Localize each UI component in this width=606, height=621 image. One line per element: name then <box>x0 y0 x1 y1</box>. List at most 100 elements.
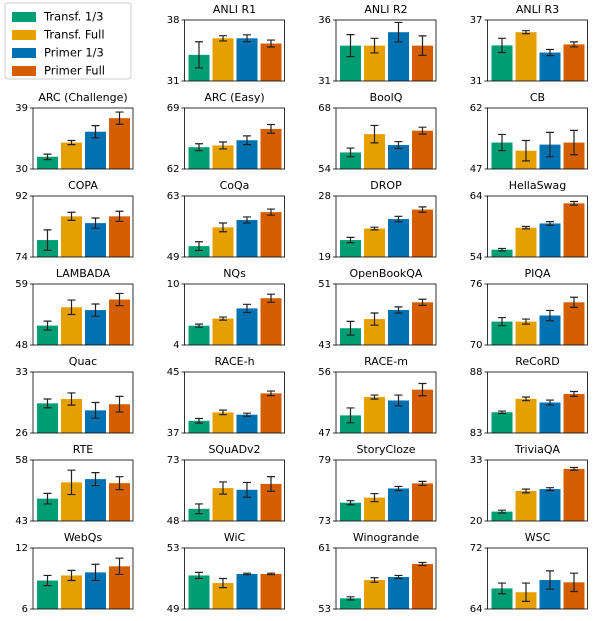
bar <box>236 308 258 345</box>
error-bar <box>195 143 203 152</box>
chart-title: SQuADv2 <box>208 443 260 456</box>
y-tick-label: 30 <box>15 164 28 175</box>
y-tick-label: 36 <box>318 15 331 26</box>
bar <box>85 310 106 345</box>
error-bar <box>346 236 355 244</box>
error-bar <box>219 316 227 321</box>
y-tick-label: 53 <box>167 543 180 554</box>
error-bar <box>498 133 506 152</box>
error-bar <box>267 123 275 134</box>
y-tick-label: 33 <box>15 367 28 378</box>
chart-title: ANLI R1 <box>213 3 256 16</box>
bar <box>340 240 361 257</box>
axes-frame <box>184 195 285 258</box>
bar <box>563 582 585 609</box>
error-bar <box>115 557 124 576</box>
error-bar <box>91 125 100 139</box>
bar <box>212 145 234 169</box>
error-bar <box>498 509 506 514</box>
bar <box>491 142 513 169</box>
y-tick-label: 28 <box>318 191 331 202</box>
bar <box>85 223 106 257</box>
y-tick-label: 53 <box>318 604 331 615</box>
y-tick-label: 48 <box>167 516 180 527</box>
legend-label: Transf. 1/3 <box>43 10 103 24</box>
error-bar <box>243 412 251 417</box>
y-tick-label: 12 <box>15 543 28 554</box>
error-bar <box>267 293 275 303</box>
bar <box>491 412 513 433</box>
axes-frame <box>487 195 588 258</box>
y-tick-label: 26 <box>15 428 28 439</box>
error-bar <box>67 392 76 406</box>
error-bar <box>195 241 203 252</box>
legend-label: Primer 1/3 <box>44 46 104 60</box>
bar <box>37 325 58 345</box>
bar <box>388 32 409 81</box>
error-bar <box>522 30 530 35</box>
error-bar <box>570 129 578 156</box>
error-bar <box>394 306 403 314</box>
error-bar <box>219 409 227 416</box>
y-tick-label: 47 <box>318 428 331 439</box>
bar <box>539 52 561 81</box>
legend-label: Primer Full <box>44 64 105 78</box>
error-bar <box>418 206 427 213</box>
y-tick-label: 62 <box>167 164 180 175</box>
bar <box>188 147 210 169</box>
bar <box>412 45 433 81</box>
error-bar <box>195 41 203 69</box>
bar <box>563 203 585 257</box>
bar <box>491 511 513 521</box>
chart-title: WebQs <box>64 531 103 544</box>
bar <box>491 588 513 609</box>
y-tick-label: 59 <box>15 279 28 290</box>
error-bar <box>522 396 530 402</box>
error-bar <box>370 312 379 326</box>
error-bar <box>546 399 554 406</box>
y-tick-label: 51 <box>318 279 331 290</box>
bar <box>491 45 513 81</box>
error-bar <box>394 394 403 407</box>
error-bar <box>570 466 578 471</box>
bar <box>563 302 585 345</box>
error-bar <box>67 469 76 496</box>
axes-frame <box>184 547 285 610</box>
error-bar <box>346 147 355 158</box>
bar <box>340 502 361 521</box>
error-bar <box>418 126 427 135</box>
bar <box>188 420 210 433</box>
error-bar <box>418 382 427 397</box>
bar <box>539 580 561 609</box>
bar <box>340 45 361 81</box>
error-bar <box>370 492 379 503</box>
bar <box>515 398 537 433</box>
axes-frame <box>335 371 437 434</box>
bar <box>85 131 106 169</box>
error-bar <box>267 572 275 576</box>
error-bar <box>243 303 251 314</box>
axes-frame <box>184 107 285 170</box>
axes-frame <box>32 283 134 346</box>
bar <box>109 404 130 433</box>
y-tick-label: 49 <box>167 252 180 263</box>
error-bar <box>115 292 124 307</box>
bar <box>61 482 82 521</box>
error-bar <box>370 394 379 400</box>
y-tick-label: 69 <box>167 103 180 114</box>
bar <box>388 400 409 433</box>
bar <box>236 140 258 169</box>
bar <box>236 489 258 521</box>
bar <box>260 393 282 433</box>
bar <box>37 498 58 521</box>
bar <box>388 576 409 609</box>
bar <box>61 216 82 257</box>
y-tick-label: 31 <box>318 76 331 87</box>
error-bar <box>570 572 578 593</box>
chart-title: BoolQ <box>370 91 403 104</box>
axes-frame <box>335 283 437 346</box>
bar <box>236 38 258 81</box>
error-bar <box>91 303 100 317</box>
bar <box>236 219 258 257</box>
